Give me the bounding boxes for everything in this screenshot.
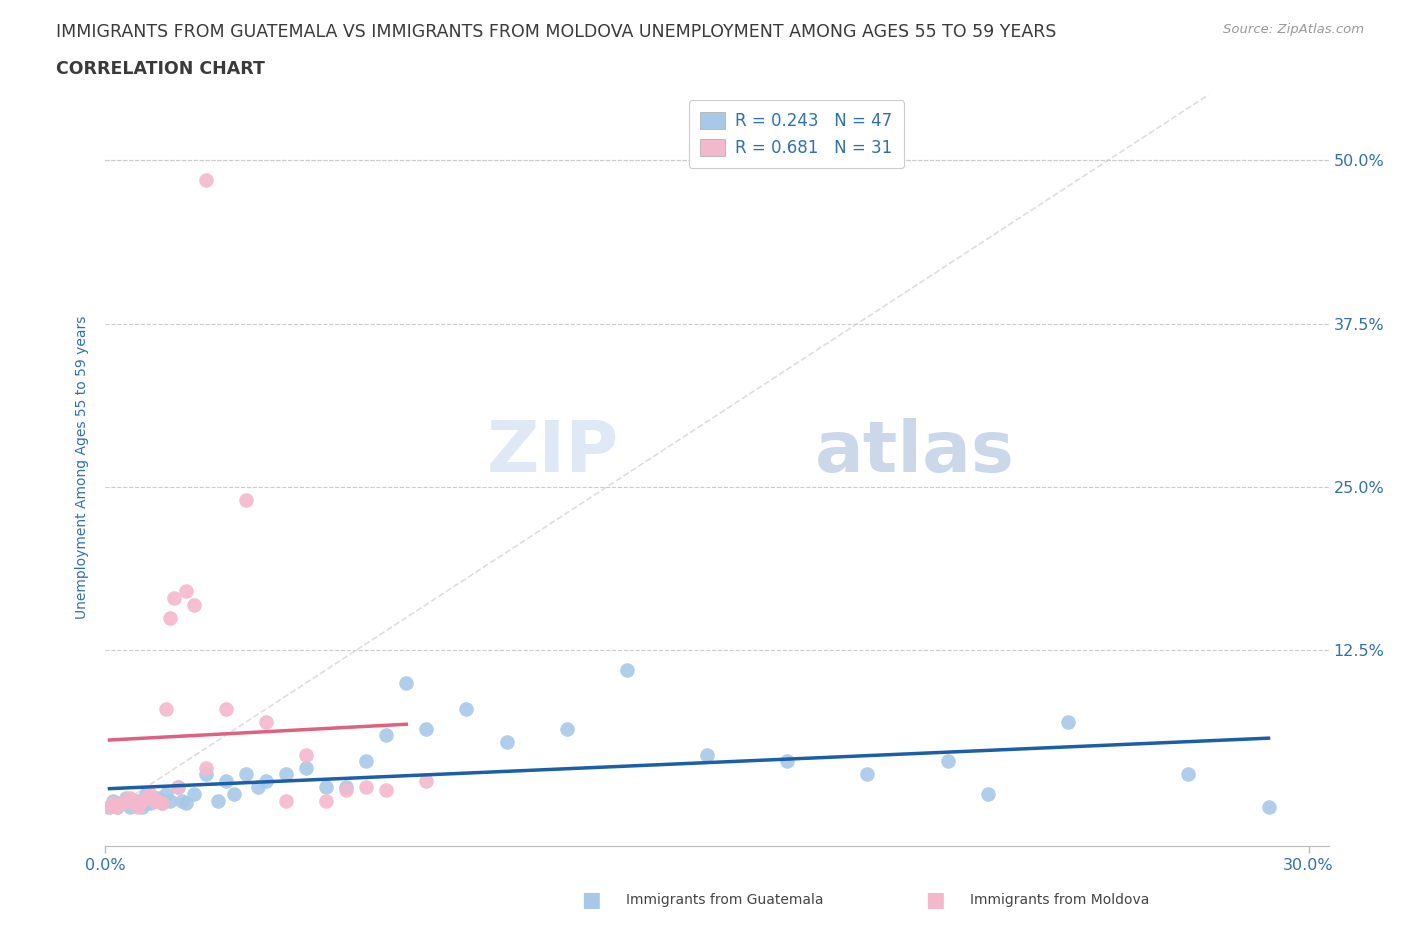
Point (118, 800, 141, 815)
Point (98, 800, 121, 815)
Point (194, 172, 217, 187)
Point (150, 796, 173, 811)
Point (776, 754, 799, 769)
Point (222, 787, 245, 802)
Point (110, 796, 132, 811)
Point (335, 780, 357, 795)
Point (335, 783, 357, 798)
Point (103, 793, 125, 808)
Point (207, 793, 229, 808)
Point (146, 793, 169, 808)
Point (135, 790, 157, 805)
Point (135, 787, 157, 802)
Point (110, 796, 132, 811)
Point (354, 780, 377, 795)
Point (936, 754, 959, 769)
Point (375, 728, 398, 743)
Text: ■: ■ (581, 890, 600, 910)
Point (696, 748, 718, 763)
Point (118, 790, 141, 805)
Point (127, 800, 149, 815)
Point (194, 767, 217, 782)
Point (166, 780, 188, 795)
Point (174, 584, 197, 599)
Point (354, 754, 377, 769)
Point (246, 780, 269, 795)
Point (856, 767, 879, 782)
Point (495, 735, 517, 750)
Point (616, 662, 638, 677)
Point (150, 796, 173, 811)
Point (127, 793, 149, 808)
Text: CORRELATION CHART: CORRELATION CHART (56, 60, 266, 78)
Point (170, 793, 193, 808)
Text: IMMIGRANTS FROM GUATEMALA VS IMMIGRANTS FROM MOLDOVA UNEMPLOYMENT AMONG AGES 55 : IMMIGRANTS FROM GUATEMALA VS IMMIGRANTS … (56, 23, 1057, 41)
Point (315, 793, 337, 808)
Point (235, 767, 257, 782)
Point (1177, 767, 1199, 782)
Point (142, 793, 165, 808)
Point (159, 793, 181, 808)
Point (131, 800, 153, 815)
Point (131, 793, 153, 808)
Point (183, 787, 205, 802)
Legend: R = 0.243   N = 47, R = 0.681   N = 31: R = 0.243 N = 47, R = 0.681 N = 31 (689, 100, 904, 168)
Point (295, 761, 318, 776)
Point (98, 800, 121, 815)
Point (315, 780, 337, 795)
Text: ZIP: ZIP (486, 418, 619, 486)
Point (215, 774, 238, 789)
Point (215, 701, 238, 716)
Point (456, 701, 478, 716)
Point (162, 591, 184, 605)
Point (107, 800, 129, 815)
Text: Immigrants from Guatemala: Immigrants from Guatemala (626, 893, 823, 908)
Point (138, 787, 160, 802)
Point (122, 796, 145, 811)
Text: atlas: atlas (815, 418, 1015, 486)
Point (142, 793, 165, 808)
Text: ■: ■ (925, 890, 945, 910)
Point (415, 722, 437, 737)
Point (155, 701, 177, 716)
Point (254, 774, 277, 789)
Point (159, 610, 181, 625)
Point (977, 787, 1000, 802)
Point (235, 493, 257, 508)
Point (375, 783, 398, 798)
Y-axis label: Unemployment Among Ages 55 to 59 years: Unemployment Among Ages 55 to 59 years (76, 315, 90, 619)
Point (122, 796, 145, 811)
Text: Source: ZipAtlas.com: Source: ZipAtlas.com (1223, 23, 1364, 36)
Text: Immigrants from Moldova: Immigrants from Moldova (970, 893, 1150, 908)
Point (1257, 800, 1279, 815)
Point (183, 597, 205, 612)
Point (114, 793, 136, 808)
Point (555, 722, 578, 737)
Point (415, 774, 437, 789)
Point (254, 715, 277, 730)
Point (1057, 715, 1080, 730)
Point (146, 790, 169, 805)
Point (138, 796, 160, 811)
Point (174, 796, 197, 811)
Point (295, 748, 318, 763)
Point (114, 790, 136, 805)
Point (274, 767, 297, 782)
Point (194, 761, 217, 776)
Point (155, 787, 177, 802)
Point (103, 796, 125, 811)
Point (274, 793, 297, 808)
Point (166, 780, 188, 795)
Point (107, 800, 129, 815)
Point (395, 675, 418, 690)
